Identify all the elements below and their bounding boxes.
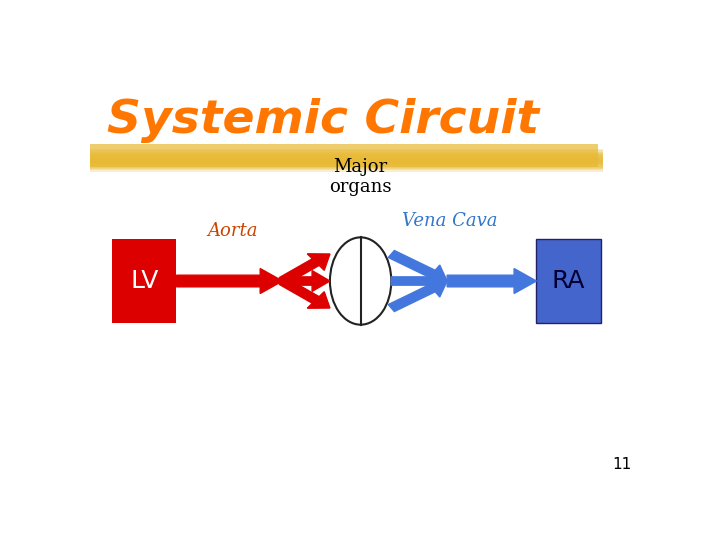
Bar <box>112 239 176 322</box>
Bar <box>90 154 603 168</box>
FancyArrow shape <box>282 271 330 292</box>
Ellipse shape <box>330 238 392 325</box>
FancyArrow shape <box>447 268 536 294</box>
Bar <box>90 149 603 163</box>
Bar <box>90 151 603 164</box>
FancyArrow shape <box>388 251 447 282</box>
Bar <box>90 152 603 165</box>
Text: LV: LV <box>130 269 158 293</box>
Text: Aorta: Aorta <box>207 222 258 240</box>
Text: Vena Cava: Vena Cava <box>402 212 498 230</box>
Bar <box>90 144 598 167</box>
Text: Systemic Circuit: Systemic Circuit <box>107 98 539 144</box>
Bar <box>90 153 603 167</box>
FancyArrow shape <box>279 254 330 285</box>
Bar <box>90 158 603 172</box>
FancyArrow shape <box>392 271 447 292</box>
Text: 11: 11 <box>612 457 631 472</box>
FancyArrow shape <box>388 280 447 312</box>
Text: Major
organs: Major organs <box>329 158 392 197</box>
Bar <box>90 157 603 171</box>
Text: RA: RA <box>552 269 585 293</box>
FancyArrow shape <box>279 278 330 308</box>
Bar <box>90 156 603 169</box>
Bar <box>536 239 600 322</box>
FancyArrow shape <box>176 268 282 294</box>
